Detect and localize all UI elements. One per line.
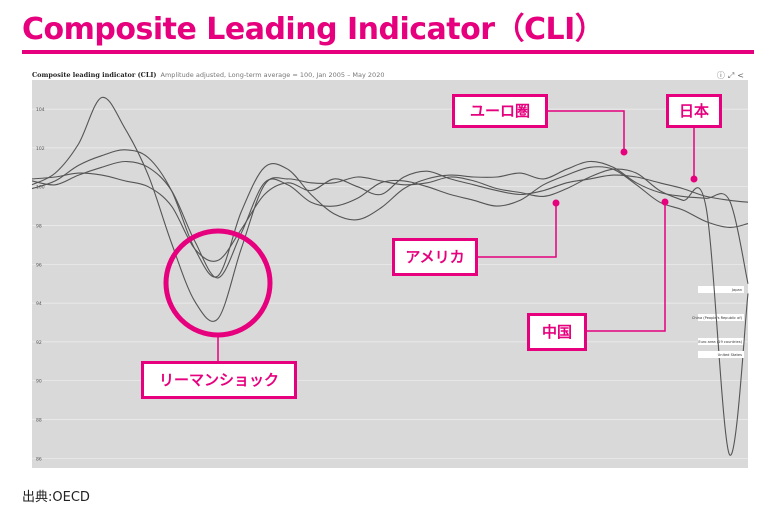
eurozone-connector: [548, 110, 625, 150]
series-end-label: United States: [698, 351, 744, 358]
series-end-label-text: Japan: [731, 288, 742, 292]
y-tick-label: 90: [36, 379, 42, 385]
series-end-label-box: [698, 351, 744, 358]
y-tick-label: 102: [36, 146, 45, 152]
china-connector: [587, 204, 666, 332]
y-tick-label: 88: [36, 418, 42, 424]
callout-eurozone: ユーロ圏: [452, 94, 548, 128]
series-line-japan: [31, 170, 749, 262]
callout-lehman: リーマンショック: [141, 361, 297, 399]
series-end-label-text: China (People's Republic of): [692, 316, 743, 320]
usa-connector-dot: [552, 199, 560, 207]
panel-icons: ⓘ ⤢ <: [714, 70, 744, 81]
y-tick-label: 92: [36, 340, 42, 346]
callout-japan: 日本: [666, 94, 722, 128]
series-line-china: [31, 160, 749, 279]
info-icon[interactable]: ⓘ: [716, 71, 725, 80]
series-end-label: Japan: [698, 286, 744, 293]
expand-icon[interactable]: ⤢: [727, 71, 735, 80]
chart-panel: Composite leading indicator (CLI) Amplitu…: [20, 64, 752, 472]
embed-title: Composite leading indicator (CLI) Amplitu…: [32, 71, 384, 79]
y-tick-label: 104: [36, 107, 45, 113]
japan-connector-dot: [690, 175, 698, 183]
callout-usa: アメリカ: [392, 238, 478, 276]
series-end-label-box: [698, 338, 744, 345]
series-end-label-text: United States: [718, 353, 742, 357]
eurozone-connector-dot: [620, 148, 628, 156]
series-end-label: China (People's Republic of): [692, 314, 744, 321]
page-title: Composite Leading Indicator（CLI）: [22, 12, 605, 47]
line-chart: 8688909294969810010210420062008201020122…: [31, 80, 749, 468]
series-line-united-states: [31, 96, 749, 456]
y-tick-label: 98: [36, 224, 42, 230]
plot-background: [32, 80, 748, 468]
callout-china: 中国: [527, 313, 587, 351]
share-icon[interactable]: <: [737, 71, 744, 80]
usa-connector: [478, 204, 557, 258]
china-connector-dot: [661, 198, 669, 206]
y-tick-label: 86: [36, 456, 42, 462]
y-tick-label: 96: [36, 262, 42, 268]
y-tick-label: 94: [36, 301, 42, 307]
series-line-euro-area: [31, 149, 749, 284]
series-end-label-box: [698, 286, 744, 293]
embed-title-text: Composite leading indicator (CLI): [32, 71, 157, 79]
series-end-label: Euro area (19 countries): [698, 338, 744, 345]
series-end-label-box: [698, 314, 744, 321]
source-note: 出典:OECD: [22, 490, 90, 505]
series-end-label-text: Euro area (19 countries): [698, 340, 742, 344]
embed-subtitle: Amplitude adjusted, Long-term average = …: [160, 71, 385, 79]
y-tick-label: 100: [36, 185, 45, 191]
title-rule: [22, 50, 754, 54]
